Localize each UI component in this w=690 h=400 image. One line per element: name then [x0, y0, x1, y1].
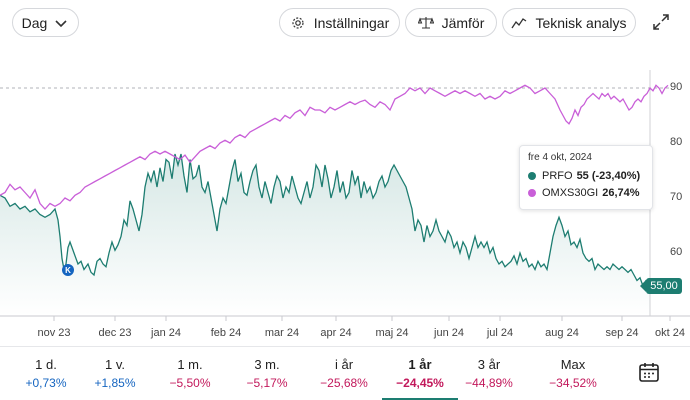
period-change: −44,89% [465, 376, 513, 390]
series-dot-icon [528, 188, 536, 197]
x-tick-label: mar 24 [264, 327, 300, 339]
period-tab-3m[interactable]: 3 m. −5,17% [229, 347, 305, 400]
series-area-prfo [0, 154, 650, 316]
x-tick-label: jan 24 [151, 327, 181, 339]
period-change: −24,45% [396, 376, 444, 390]
period-change: −25,68% [320, 376, 368, 390]
y-tick-label: 80 [670, 136, 683, 148]
line-chart-icon [511, 15, 527, 31]
period-change: −34,52% [549, 376, 597, 390]
period-dropdown-label: Dag [21, 14, 48, 31]
settings-label: Inställningar [313, 14, 390, 31]
x-tick-label: apr 24 [320, 327, 352, 339]
period-label: 3 år [477, 357, 501, 372]
chart-tooltip: fre 4 okt, 2024 PRFO 55 (-23,40%) OMXS30… [519, 145, 653, 210]
period-change: −5,17% [246, 376, 288, 390]
period-change: +1,85% [94, 376, 136, 390]
x-tick-label: sep 24 [605, 327, 639, 339]
compare-button[interactable]: Jämför [405, 8, 497, 37]
tooltip-series-value: 26,74% [602, 186, 640, 199]
period-label: 3 m. [254, 357, 280, 372]
x-tick-label: okt 24 [655, 327, 685, 339]
technical-analysis-button[interactable]: Teknisk analys [502, 8, 636, 37]
tooltip-row-omx: OMXS30GI 26,74% [528, 184, 644, 201]
series-line-prfo [0, 153, 650, 288]
event-marker[interactable]: K [62, 264, 74, 276]
tooltip-row-prfo: PRFO 55 (-23,40%) [528, 167, 644, 184]
x-tick-label: jul 24 [486, 327, 514, 339]
x-tick-label: dec 23 [98, 327, 132, 339]
tooltip-series-name: PRFO [542, 169, 573, 182]
period-label: 1 v. [105, 357, 125, 372]
y-tick-label: 90 [670, 81, 683, 93]
chart-canvas [0, 70, 690, 321]
tooltip-series-value: 55 (-23,40%) [576, 169, 641, 182]
chart-toolbar: Dag Inställningar Jämför Teknisk analys [0, 0, 690, 44]
y-tick-label: 70 [670, 191, 683, 203]
period-tab-max[interactable]: Max −34,52% [535, 347, 611, 400]
period-label: 1 m. [177, 357, 203, 372]
x-tick-label: jun 24 [434, 327, 464, 339]
compare-label: Jämför [441, 14, 485, 31]
x-tick-label: nov 23 [37, 327, 71, 339]
period-tab-1m[interactable]: 1 m. −5,50% [152, 347, 228, 400]
chevron-down-icon [53, 15, 69, 31]
settings-button[interactable]: Inställningar [279, 8, 400, 37]
period-tab-3y[interactable]: 3 år −44,89% [451, 347, 527, 400]
period-dropdown[interactable]: Dag [12, 8, 79, 37]
period-tab-1w[interactable]: 1 v. +1,85% [77, 347, 153, 400]
tooltip-date: fre 4 okt, 2024 [528, 152, 592, 163]
gear-icon [290, 15, 306, 31]
period-label: i år [334, 357, 354, 372]
x-tick-label: aug 24 [545, 327, 579, 339]
scales-icon [417, 15, 434, 31]
series-dot-icon [528, 171, 536, 180]
period-change: −5,50% [169, 376, 211, 390]
last-price-label: 55,00 [640, 278, 682, 294]
x-tick-label: feb 24 [210, 327, 242, 339]
calendar-icon[interactable] [638, 361, 660, 383]
period-change: +0,73% [25, 376, 67, 390]
y-tick-label: 60 [670, 246, 683, 258]
x-tick-label: maj 24 [375, 327, 409, 339]
tooltip-series-name: OMXS30GI [542, 186, 599, 199]
period-label: 1 d. [35, 357, 57, 372]
period-label: 1 år [408, 357, 432, 372]
technical-analysis-label: Teknisk analys [535, 14, 627, 31]
series-line-omxs30gi [0, 84, 669, 210]
period-tab-ytd[interactable]: i år −25,68% [306, 347, 382, 400]
period-tab-1y[interactable]: 1 år −24,45% [382, 347, 458, 400]
period-selector: 1 d. +0,73% 1 v. +1,85% 1 m. −5,50% 3 m.… [0, 346, 690, 400]
period-tab-1d[interactable]: 1 d. +0,73% [8, 347, 84, 400]
price-chart[interactable] [0, 50, 690, 346]
expand-icon[interactable] [651, 12, 671, 32]
period-label: Max [560, 357, 586, 372]
